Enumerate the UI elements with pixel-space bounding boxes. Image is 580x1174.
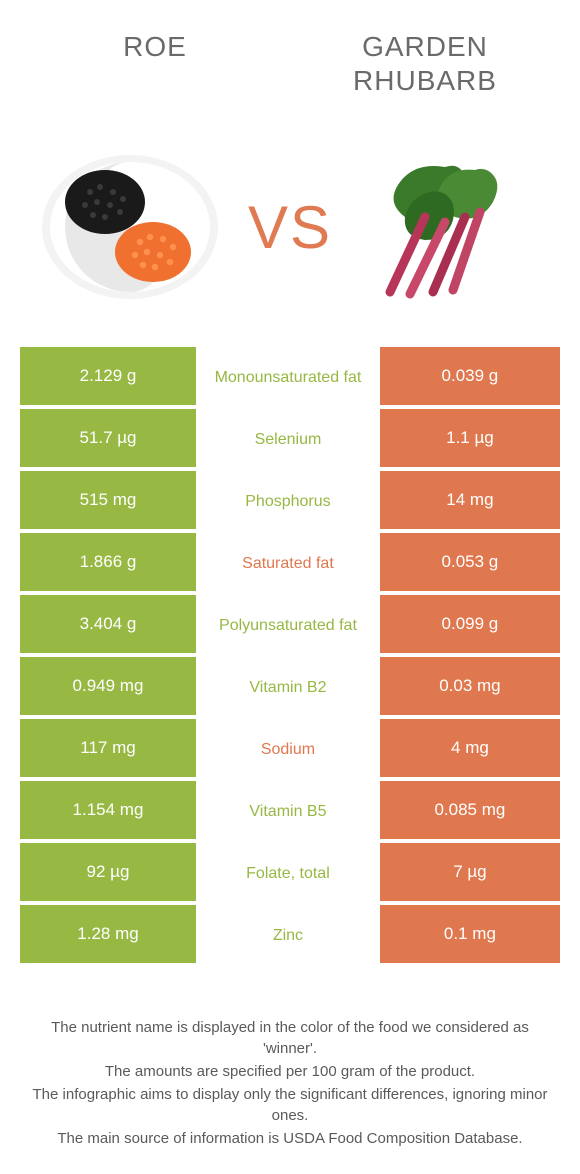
nutrient-label-cell: Vitamin B5 xyxy=(200,781,380,843)
left-value-cell: 2.129 g xyxy=(20,347,200,409)
table-row: 1.28 mgZinc0.1 mg xyxy=(20,905,560,967)
left-value-cell: 92 µg xyxy=(20,843,200,905)
left-value-cell: 1.866 g xyxy=(20,533,200,595)
table-row: 0.949 mgVitamin B20.03 mg xyxy=(20,657,560,719)
table-row: 1.154 mgVitamin B50.085 mg xyxy=(20,781,560,843)
footer-line: The main source of information is USDA F… xyxy=(30,1128,550,1149)
footer-notes: The nutrient name is displayed in the co… xyxy=(0,967,580,1149)
table-row: 2.129 gMonounsaturated fat0.039 g xyxy=(20,347,560,409)
right-value-cell: 1.1 µg xyxy=(380,409,560,471)
footer-line: The nutrient name is displayed in the co… xyxy=(30,1017,550,1059)
right-value-cell: 0.085 mg xyxy=(380,781,560,843)
footer-line: The amounts are specified per 100 gram o… xyxy=(30,1061,550,1082)
right-value-cell: 0.03 mg xyxy=(380,657,560,719)
table-row: 92 µgFolate, total7 µg xyxy=(20,843,560,905)
left-value-cell: 1.154 mg xyxy=(20,781,200,843)
right-value-cell: 0.039 g xyxy=(380,347,560,409)
table-row: 515 mgPhosphorus14 mg xyxy=(20,471,560,533)
table-row: 1.866 gSaturated fat0.053 g xyxy=(20,533,560,595)
nutrient-label-cell: Monounsaturated fat xyxy=(200,347,380,409)
nutrient-label-cell: Vitamin B2 xyxy=(200,657,380,719)
left-value-cell: 515 mg xyxy=(20,471,200,533)
left-value-cell: 0.949 mg xyxy=(20,657,200,719)
footer-line: The infographic aims to display only the… xyxy=(30,1084,550,1126)
nutrient-label-cell: Phosphorus xyxy=(200,471,380,533)
right-value-cell: 0.099 g xyxy=(380,595,560,657)
right-food-image xyxy=(350,147,550,307)
header: Roe Garden rhubarb xyxy=(0,0,580,117)
right-value-cell: 4 mg xyxy=(380,719,560,781)
right-value-cell: 14 mg xyxy=(380,471,560,533)
left-value-cell: 3.404 g xyxy=(20,595,200,657)
left-value-cell: 117 mg xyxy=(20,719,200,781)
right-value-cell: 0.1 mg xyxy=(380,905,560,967)
nutrient-label-cell: Sodium xyxy=(200,719,380,781)
nutrient-label-cell: Folate, total xyxy=(200,843,380,905)
right-value-cell: 0.053 g xyxy=(380,533,560,595)
left-food-title: Roe xyxy=(20,30,290,97)
vs-label: VS xyxy=(248,193,332,262)
nutrient-label-cell: Polyunsaturated fat xyxy=(200,595,380,657)
table-row: 51.7 µgSelenium1.1 µg xyxy=(20,409,560,471)
nutrient-label-cell: Saturated fat xyxy=(200,533,380,595)
comparison-table: 2.129 gMonounsaturated fat0.039 g51.7 µg… xyxy=(20,347,560,967)
image-row: VS xyxy=(0,117,580,347)
nutrient-label-cell: Selenium xyxy=(200,409,380,471)
left-value-cell: 51.7 µg xyxy=(20,409,200,471)
left-value-cell: 1.28 mg xyxy=(20,905,200,967)
left-food-image xyxy=(30,147,230,307)
right-value-cell: 7 µg xyxy=(380,843,560,905)
nutrient-label-cell: Zinc xyxy=(200,905,380,967)
right-food-title: Garden rhubarb xyxy=(290,30,560,97)
table-row: 3.404 gPolyunsaturated fat0.099 g xyxy=(20,595,560,657)
table-row: 117 mgSodium4 mg xyxy=(20,719,560,781)
